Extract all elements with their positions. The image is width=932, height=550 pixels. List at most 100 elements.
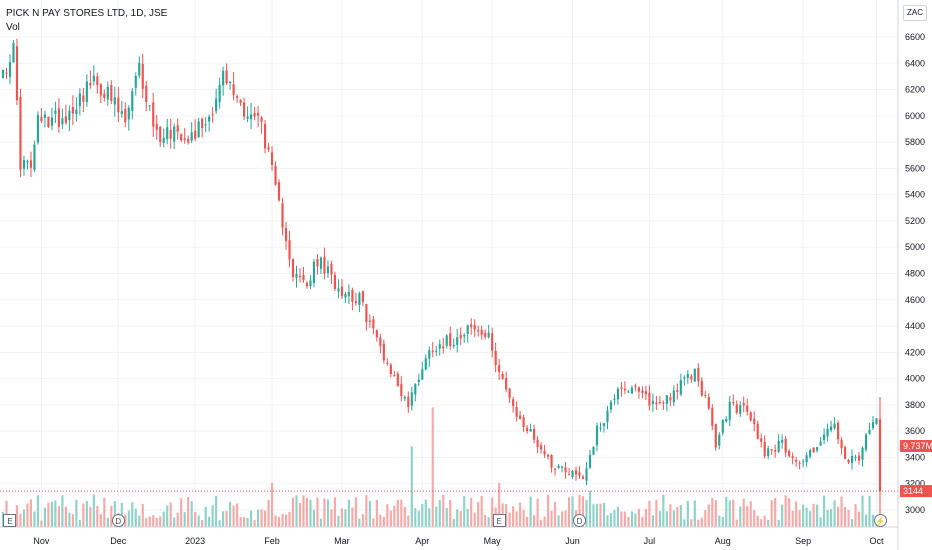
volume-bar [379,514,382,527]
candle [557,464,560,470]
candle [152,92,155,137]
candle-body [732,402,735,404]
dividend-marker[interactable]: D [111,514,125,527]
volume-bar [812,503,815,527]
candle-body [312,261,316,283]
candle [183,127,186,144]
currency-button[interactable]: ZAC [903,5,927,21]
volume-bar [110,505,113,527]
volume-bar [623,511,627,527]
candle-body [574,470,578,475]
candle [323,247,326,280]
candle [875,418,878,425]
candle [452,338,455,349]
candle-body [211,114,214,116]
candle-body [295,273,298,279]
volume-bar [15,505,19,527]
earnings-marker[interactable]: E [492,514,506,527]
volume-bar [512,506,515,527]
candle-body [68,110,71,121]
volume-bar [99,513,102,527]
volume-bar [155,517,158,527]
candle [236,94,239,103]
candle [819,436,822,446]
volume-bar [326,499,330,527]
volume-bar [396,499,399,527]
volume-bar [662,494,665,527]
candle [602,422,606,433]
candle [728,395,731,426]
candle-body [326,266,330,274]
candle [487,324,490,339]
candle-body [683,377,686,379]
candle-body [592,447,595,455]
volume-bar [700,517,703,527]
candle-body [560,466,564,468]
candle [8,54,12,85]
candle [50,107,53,131]
volume-bar [361,514,364,527]
volume-bar [61,495,64,527]
volume-bar [354,497,357,527]
candle-body [57,108,60,127]
candle [326,260,330,278]
last-price-tag-bg [900,485,932,498]
volume-bar [183,512,186,527]
dividend-marker[interactable]: D [573,514,586,527]
candle [553,468,557,476]
price-tick-label: 5600 [905,163,925,173]
volume-bar [260,509,263,527]
volume-bar [134,508,137,527]
candle-body [746,405,749,412]
volume-bar [340,508,344,527]
candle [368,314,371,328]
volume-bar [588,490,592,527]
volume-bar [732,499,735,527]
split-marker[interactable]: ⚡ [873,514,887,527]
time-tick-label: May [484,536,502,546]
candle [134,72,137,96]
candle-body [421,369,424,380]
time-tick-label: Dec [110,536,127,546]
candle-body [302,274,305,281]
volume-bar [277,516,281,527]
candle-body [585,468,588,481]
volume-bar [82,503,85,527]
volume-bar [138,515,141,527]
volume-bar [47,502,50,527]
candle [707,393,710,411]
candle [861,446,864,467]
volume-bar [148,516,151,527]
candle-body [120,111,123,115]
candle [739,401,742,418]
volume-tag: 9.737M [900,440,932,452]
candle-body [564,467,567,473]
candle [400,376,403,402]
candle-body [484,332,487,337]
candle-body [270,152,274,165]
candle [823,428,826,445]
candle-body [599,427,602,429]
candle-body [798,462,801,464]
price-tick-label: 6600 [905,32,925,42]
last-price-tag-text: 3144 [903,486,923,496]
candle [68,105,71,132]
candle-body [836,422,840,440]
candle-body [463,335,466,337]
candle [274,161,277,186]
candle-body [728,401,731,420]
volume-bar [571,496,574,527]
price-tick-label: 3800 [905,400,925,410]
candle-body [29,160,33,168]
volume-bar [33,511,36,527]
volume-bar [770,500,773,527]
candle-body [718,434,721,446]
volume-bar [131,502,134,527]
candle [222,66,225,96]
price-tick-label: 4600 [905,295,925,305]
candle-body [529,428,532,432]
candle-body [190,132,193,141]
candle [15,38,19,106]
earnings-marker[interactable]: E [3,514,17,527]
